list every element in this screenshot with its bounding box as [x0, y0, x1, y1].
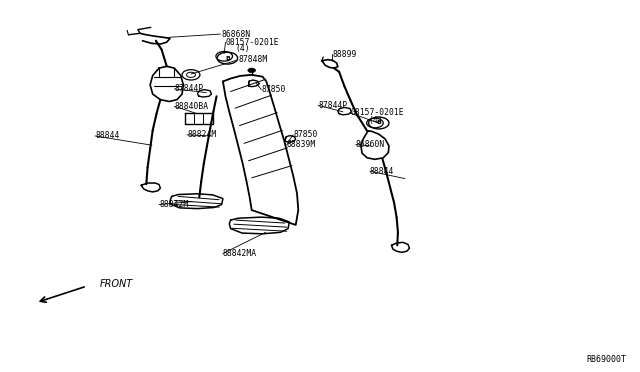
Text: B: B	[376, 121, 381, 125]
Text: 88842MA: 88842MA	[223, 249, 257, 258]
Text: 87844P: 87844P	[174, 84, 204, 93]
Text: B: B	[225, 56, 230, 61]
Text: 87850: 87850	[293, 130, 317, 140]
Text: 87848M: 87848M	[238, 55, 268, 64]
Text: (4): (4)	[368, 116, 383, 125]
Text: 88899: 88899	[333, 50, 357, 59]
Text: 86868N: 86868N	[221, 29, 250, 39]
Text: 88840BA: 88840BA	[174, 102, 209, 111]
Text: 88824M: 88824M	[187, 130, 216, 140]
Text: 86860N: 86860N	[356, 140, 385, 149]
Text: FRONT: FRONT	[100, 279, 133, 289]
Text: 87844P: 87844P	[319, 101, 348, 110]
Text: 88839M: 88839M	[287, 140, 316, 149]
Text: (4): (4)	[236, 44, 250, 53]
Text: RB69000T: RB69000T	[586, 355, 627, 364]
Circle shape	[248, 68, 255, 73]
Text: 08157-0201E: 08157-0201E	[351, 109, 404, 118]
Text: 87850: 87850	[261, 85, 285, 94]
Text: 08157-0201E: 08157-0201E	[225, 38, 279, 47]
Text: 88844: 88844	[370, 167, 394, 176]
Text: 88844: 88844	[95, 131, 120, 141]
Text: 88842M: 88842M	[159, 200, 188, 209]
